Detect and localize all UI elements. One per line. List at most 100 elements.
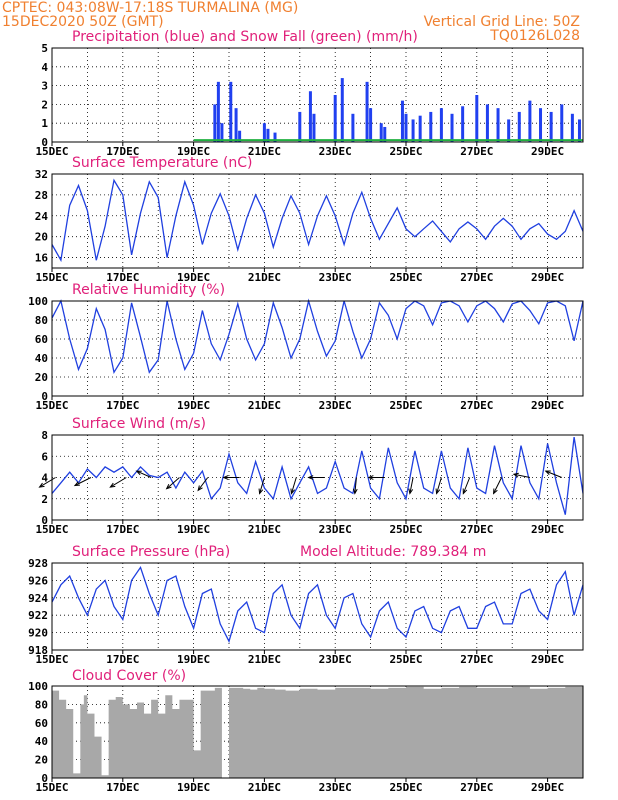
y-tick-label: 40 — [35, 735, 48, 748]
x-tick-label: 27DEC — [460, 271, 493, 284]
x-tick-label: 29DEC — [531, 399, 564, 412]
x-tick-label: 25DEC — [389, 399, 422, 412]
x-tick-label: 23DEC — [319, 523, 352, 536]
y-tick-label: 32 — [35, 168, 48, 181]
y-tick-label: 922 — [28, 609, 48, 622]
x-tick-label: 17DEC — [106, 399, 139, 412]
x-tick-label: 15DEC — [35, 781, 68, 794]
wind-arrow-head — [258, 488, 264, 495]
y-tick-label: 924 — [28, 592, 48, 605]
precip-bar — [429, 111, 433, 142]
x-tick-label: 23DEC — [319, 145, 352, 158]
x-tick-label: 19DEC — [177, 653, 210, 666]
x-tick-label: 21DEC — [248, 145, 281, 158]
x-tick-label: 17DEC — [106, 271, 139, 284]
y-tick-label: 16 — [35, 252, 49, 265]
precip-bar — [229, 81, 233, 142]
precip-bar — [517, 111, 521, 142]
precip-bar — [507, 119, 511, 142]
x-tick-label: 29DEC — [531, 271, 564, 284]
wind-arrow — [290, 477, 297, 494]
wind-arrow-head — [38, 482, 45, 488]
precip-bar — [216, 81, 220, 142]
precip-bar — [411, 119, 415, 142]
y-tick-label: 3 — [41, 80, 48, 93]
wind-arrow — [74, 477, 92, 486]
y-tick-label: 926 — [28, 574, 48, 587]
panel-frame — [51, 562, 584, 651]
x-tick-label: 17DEC — [106, 653, 139, 666]
x-tick-label: 19DEC — [177, 145, 210, 158]
precip-bar — [404, 113, 408, 142]
x-tick-label: 29DEC — [531, 781, 564, 794]
panel-3: Surface Wind (m/s) 0 2 4 6 8 15DEC 17DEC 19DEC 21… — [35, 416, 584, 536]
wind-arrow-head — [290, 488, 296, 495]
wind-arrow — [493, 477, 503, 494]
precip-bar — [461, 106, 465, 142]
wind-arrow — [436, 477, 442, 494]
panel-2: Relative Humidity (%) 0 20 40 60 80 100 15DEC 17… — [28, 282, 584, 412]
y-tick-label: 100 — [28, 295, 48, 308]
precip-bar — [365, 81, 369, 142]
y-tick-label: 60 — [35, 717, 48, 730]
precip-bar — [273, 132, 277, 142]
panel-frame — [51, 434, 584, 521]
x-tick-label: 17DEC — [106, 523, 139, 536]
x-tick-label: 29DEC — [531, 523, 564, 536]
wind-arrow-head — [544, 470, 551, 475]
header-location: CPTEC: 043:08W-17:18S TURMALINA (MG) — [2, 0, 298, 16]
wind-arrow-head — [352, 488, 358, 495]
x-tick-label: 29DEC — [531, 145, 564, 158]
precip-bar — [308, 91, 312, 142]
precip-bar — [340, 78, 344, 142]
x-tick-label: 17DEC — [106, 145, 139, 158]
panel-title: Surface Pressure (hPa) — [72, 544, 230, 560]
wind-arrow-head — [73, 481, 80, 487]
y-tick-label: 20 — [35, 754, 48, 767]
precip-bar — [570, 113, 574, 142]
y-tick-label: 0 — [41, 390, 48, 403]
wind-arrow-head — [222, 475, 229, 480]
y-tick-label: 28 — [35, 189, 48, 202]
panel-4: Surface Pressure (hPa) Model Altitude: 78… — [28, 544, 584, 666]
precip-bar — [577, 119, 581, 142]
x-tick-label: 19DEC — [177, 523, 210, 536]
x-tick-label: 15DEC — [35, 653, 68, 666]
wind-arrow — [462, 477, 471, 494]
precip-bar — [379, 123, 383, 142]
y-tick-label: 60 — [35, 333, 48, 346]
wind-arrow — [110, 477, 127, 488]
wind-arrow-head — [307, 475, 314, 480]
precip-bar — [485, 104, 489, 142]
wind-arrow-head — [135, 470, 142, 476]
precip-bar — [312, 113, 316, 142]
precip-bar — [213, 104, 217, 142]
series-line — [51, 178, 584, 263]
precip-bar — [560, 104, 564, 142]
precip-bar — [383, 126, 387, 142]
x-tick-label: 19DEC — [177, 781, 210, 794]
y-tick-label: 40 — [35, 352, 48, 365]
panel-frame — [51, 685, 584, 779]
wind-arrow — [197, 477, 209, 491]
y-tick-label: 80 — [35, 314, 48, 327]
y-tick-label: 5 — [41, 42, 48, 55]
x-tick-label: 21DEC — [248, 271, 281, 284]
x-tick-label: 27DEC — [460, 781, 493, 794]
x-tick-label: 27DEC — [460, 145, 493, 158]
precip-bar — [528, 100, 532, 142]
panel-frame — [51, 300, 584, 397]
y-tick-label: 920 — [28, 627, 48, 640]
panel-frame — [51, 47, 584, 143]
precip-bar — [439, 108, 443, 142]
precip-bar — [262, 123, 266, 142]
precip-bar — [351, 113, 355, 142]
wind-arrow-head — [512, 472, 519, 478]
precip-bar — [475, 95, 479, 142]
x-tick-label: 27DEC — [460, 399, 493, 412]
y-tick-label: 918 — [28, 644, 48, 657]
x-tick-label: 29DEC — [531, 653, 564, 666]
precip-bar — [333, 95, 337, 142]
panel-title: Surface Wind (m/s) — [72, 416, 206, 432]
wind-arrow-head — [109, 482, 116, 488]
